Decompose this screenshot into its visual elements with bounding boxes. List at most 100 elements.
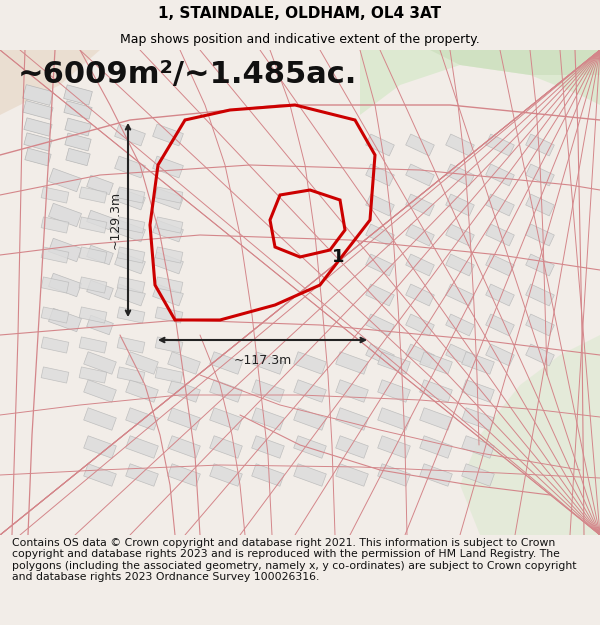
Bar [335,436,368,458]
Bar [152,284,184,306]
Bar [49,168,82,192]
Bar [155,337,183,353]
Bar [365,284,394,306]
Bar [125,352,158,374]
Bar [79,247,107,263]
Bar [155,367,183,383]
Bar [526,134,554,156]
Bar [377,436,410,458]
Bar [115,156,145,178]
Polygon shape [460,335,600,535]
Bar [65,133,91,151]
Bar [365,314,394,336]
Bar [79,367,107,383]
Bar [155,187,183,203]
Bar [117,337,145,353]
Bar [49,238,82,262]
Bar [41,277,69,293]
Bar [117,187,145,203]
Bar [209,380,242,402]
Bar [125,436,158,458]
Bar [66,148,90,166]
Bar [167,464,200,486]
Bar [251,436,284,458]
Bar [86,210,113,230]
Bar [115,284,145,306]
Bar [117,367,145,383]
Bar [446,254,475,276]
Bar [125,380,158,402]
Bar [25,148,51,166]
Bar [86,280,113,300]
Bar [49,273,82,297]
Bar [446,224,475,246]
Text: 1, STAINDALE, OLDHAM, OL4 3AT: 1, STAINDALE, OLDHAM, OL4 3AT [158,6,442,21]
Bar [41,307,69,323]
Bar [446,314,475,336]
Text: ~129.3m: ~129.3m [109,191,122,249]
Bar [419,408,452,430]
Bar [335,464,368,486]
Bar [83,352,116,374]
Bar [209,464,242,486]
Bar [24,133,52,151]
Bar [41,367,69,383]
Bar [293,352,326,374]
Bar [526,164,554,186]
Bar [461,464,494,486]
Bar [117,307,145,323]
Bar [406,314,434,336]
Bar [406,284,434,306]
Bar [446,344,475,366]
Polygon shape [360,50,600,115]
Text: ~117.3m: ~117.3m [233,354,292,367]
Bar [365,134,394,156]
Bar [152,220,184,242]
Bar [83,436,116,458]
Bar [419,352,452,374]
Bar [485,194,514,216]
Bar [79,277,107,293]
Bar [377,380,410,402]
Bar [335,352,368,374]
Bar [526,194,554,216]
Bar [446,284,475,306]
Bar [485,164,514,186]
Text: Map shows position and indicative extent of the property.: Map shows position and indicative extent… [120,32,480,46]
Bar [41,187,69,203]
Bar [251,464,284,486]
Bar [117,247,145,263]
Bar [365,344,394,366]
Bar [155,217,183,233]
Text: ~6009m²/~1.485ac.: ~6009m²/~1.485ac. [18,61,358,89]
Bar [79,217,107,233]
Bar [115,220,145,242]
Bar [485,284,514,306]
Bar [152,252,184,274]
Bar [485,224,514,246]
Bar [461,352,494,374]
Bar [83,464,116,486]
Bar [86,315,113,335]
Bar [79,307,107,323]
Polygon shape [0,50,100,115]
Bar [79,187,107,203]
Bar [251,380,284,402]
Bar [115,188,145,210]
Bar [485,314,514,336]
Bar [485,344,514,366]
Bar [152,188,184,210]
Polygon shape [430,50,600,75]
Bar [41,337,69,353]
Bar [49,203,82,227]
Bar [377,352,410,374]
Bar [365,254,394,276]
Bar [293,380,326,402]
Bar [49,308,82,332]
Bar [167,436,200,458]
Bar [23,84,53,106]
Bar [461,436,494,458]
Bar [365,194,394,216]
Bar [125,464,158,486]
Bar [152,124,184,146]
